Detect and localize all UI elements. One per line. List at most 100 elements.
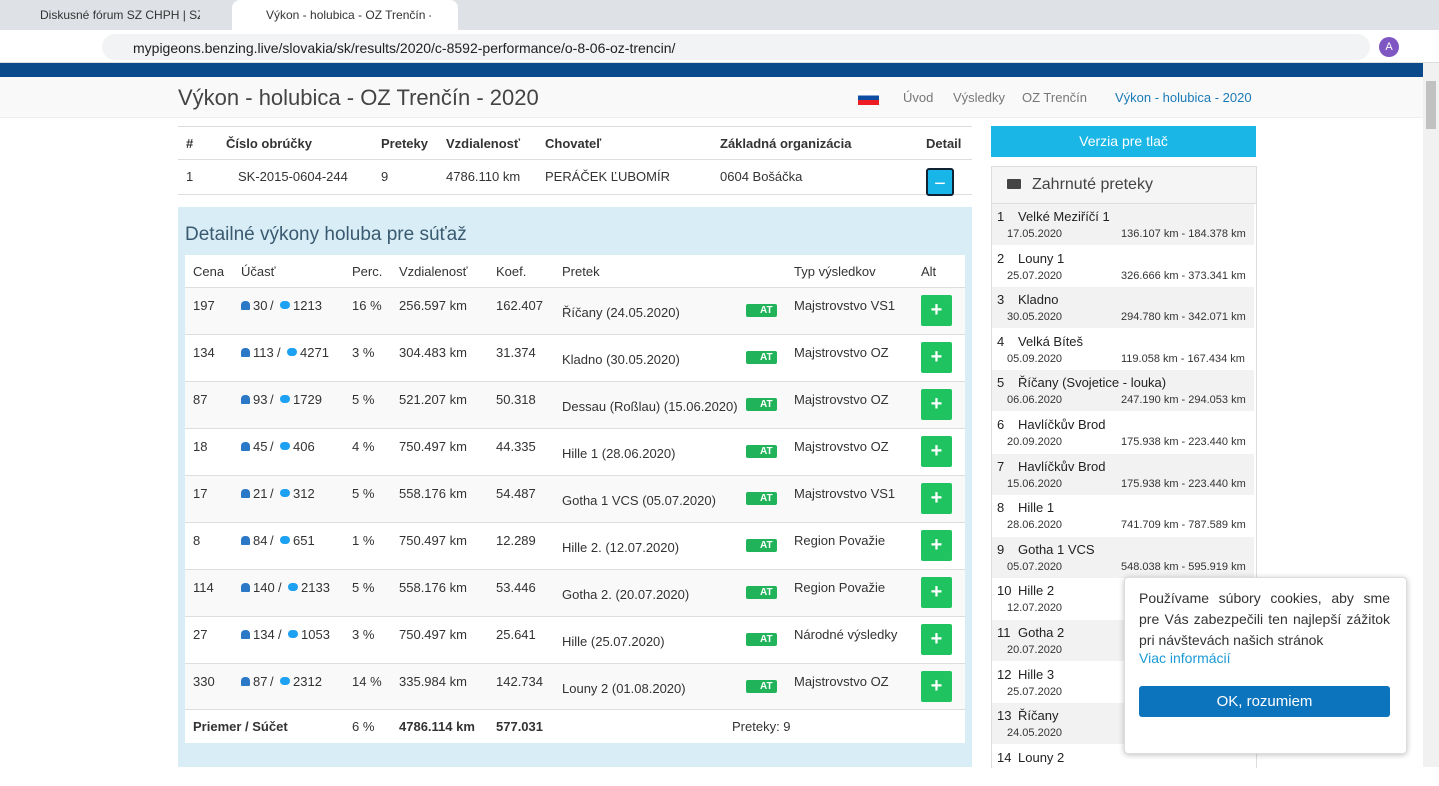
cell: 558.176 km (399, 486, 467, 501)
cell: Národné výsledky (794, 627, 898, 642)
twitter-icon (280, 442, 290, 450)
print-button[interactable]: Verzia pre tlač (991, 126, 1256, 157)
race-date: 12.07.2020 (1007, 602, 1063, 615)
profile[interactable]: A (1379, 37, 1399, 57)
cell[interactable]: Gotha 2. (20.07.2020) (562, 587, 690, 602)
race-name: Gotha 2 (1018, 625, 1065, 640)
tab-title[interactable]: Výkon - holubica - OZ Trenčín - 2 (266, 8, 431, 22)
add-button[interactable]: + (921, 436, 952, 467)
race-name: Říčany (1018, 708, 1059, 724)
cell: 16 % (352, 298, 382, 313)
print-label[interactable]: Verzia pre tlač (1079, 133, 1168, 149)
cell: 1729 (293, 392, 322, 407)
race-row-bg (992, 287, 1254, 329)
cookie-link[interactable]: Viac informácií (1139, 650, 1231, 666)
add-button[interactable]: + (921, 671, 952, 702)
site-navbar (0, 63, 1423, 77)
column-header: Cena (193, 264, 225, 279)
add-button[interactable]: + (921, 342, 952, 373)
cell[interactable]: Hille (25.07.2020) (562, 634, 665, 649)
cell: 53.446 (496, 580, 536, 595)
cell: 9 (381, 169, 389, 184)
badge: AT (746, 586, 777, 599)
detail-title: Detailné výkony holuba pre súťaž (185, 224, 467, 245)
active-tab[interactable] (232, 0, 458, 30)
race-date: 05.09.2020 (1007, 352, 1063, 365)
badge: AT (746, 492, 777, 505)
cell[interactable]: Dessau (Roßlau) (15.06.2020) (562, 399, 738, 414)
cell[interactable]: Gotha 1 VCS (05.07.2020) (562, 493, 716, 508)
user-icon (241, 677, 250, 686)
separator: / (270, 533, 274, 548)
page-header (0, 77, 1423, 118)
race-number: 5 (997, 375, 1005, 391)
cookie-button[interactable]: OK, rozumiem (1139, 686, 1390, 717)
page: {"browser":{"tabs":["Diskusné fórum SZ C… (0, 0, 1439, 768)
add-button[interactable]: + (921, 483, 952, 514)
toggle-button[interactable]: − (926, 168, 954, 196)
cell: 330 (193, 674, 215, 689)
cell[interactable]: Louny 2 (01.08.2020) (562, 681, 686, 696)
badge: AT (746, 351, 777, 364)
cell: Region Považie (794, 533, 886, 548)
footer-row (185, 709, 965, 710)
column-header: Číslo obrúčky (226, 136, 312, 151)
breadcrumb-item[interactable]: Úvod (903, 90, 934, 105)
twitter-icon (288, 583, 298, 591)
race-name: Velké Meziříčí 1 (1018, 209, 1110, 224)
race-name: Hille 2 (1018, 583, 1055, 599)
cell: 93 (253, 392, 268, 407)
cell: 2312 (293, 674, 322, 689)
scroll-thumb[interactable] (1426, 81, 1436, 129)
cell: 750.497 km (399, 533, 467, 548)
cell: 142.734 (496, 674, 543, 689)
cookie-popup (1124, 577, 1407, 754)
badge: AT (746, 539, 777, 552)
cell: 521.207 km (399, 392, 467, 407)
add-button[interactable]: + (921, 577, 952, 608)
address-bar[interactable] (102, 34, 1370, 60)
badge: AT (746, 680, 777, 693)
cell: 4786.110 km (446, 169, 521, 184)
cell: 5 % (352, 580, 375, 595)
column-header: Perc. (352, 264, 383, 279)
badge: AT (746, 398, 777, 411)
race-name: Louny 2 (1018, 749, 1065, 765)
cell: 3 % (352, 627, 375, 642)
cell: 30 (253, 298, 268, 313)
add-button[interactable]: + (921, 389, 952, 420)
cell: 1213 (293, 298, 322, 313)
cell[interactable]: Hille 2. (12.07.2020) (562, 540, 680, 555)
race-number: 11 (997, 625, 1011, 640)
race-range: 175.938 km - 223.440 km (1121, 436, 1246, 448)
breadcrumb-item[interactable]: Výsledky (953, 90, 1006, 105)
race-date: 28.06.2020 (1007, 519, 1063, 532)
column-header: Detail (926, 136, 962, 151)
footer-perc: 6 % (352, 719, 375, 734)
races-title: Zahrnuté preteky (1032, 176, 1153, 193)
race-date: 30.05.2020 (1007, 311, 1063, 324)
tab-strip (0, 0, 1439, 30)
user-icon (241, 489, 250, 498)
breadcrumb-item[interactable]: OZ Trenčín (1022, 90, 1088, 105)
url[interactable]: mypigeons.benzing.live/slovakia/sk/resul… (133, 40, 676, 56)
cell: 312 (293, 486, 315, 501)
column-header: Vzdialenosť (446, 136, 521, 151)
add-button[interactable]: + (921, 295, 952, 326)
cell: 4 % (352, 439, 375, 454)
user-icon (241, 395, 250, 404)
separator: / (270, 392, 274, 407)
add-button[interactable]: + (921, 530, 952, 561)
race-range: 175.938 km - 223.440 km (1121, 477, 1246, 490)
cell[interactable]: Říčany (24.05.2020) (562, 305, 680, 320)
twitter-icon (280, 677, 290, 685)
cell[interactable]: Kladno (30.05.2020) (562, 352, 680, 367)
twitter-icon (280, 395, 290, 403)
cell[interactable]: Hille 1 (28.06.2020) (562, 446, 676, 461)
add-button[interactable]: + (921, 624, 952, 655)
race-row-bg (992, 495, 1254, 537)
race-number: 10 (997, 583, 1012, 599)
race-row-bg (992, 412, 1254, 453)
race-range: 741.709 km - 787.589 km (1121, 519, 1246, 532)
